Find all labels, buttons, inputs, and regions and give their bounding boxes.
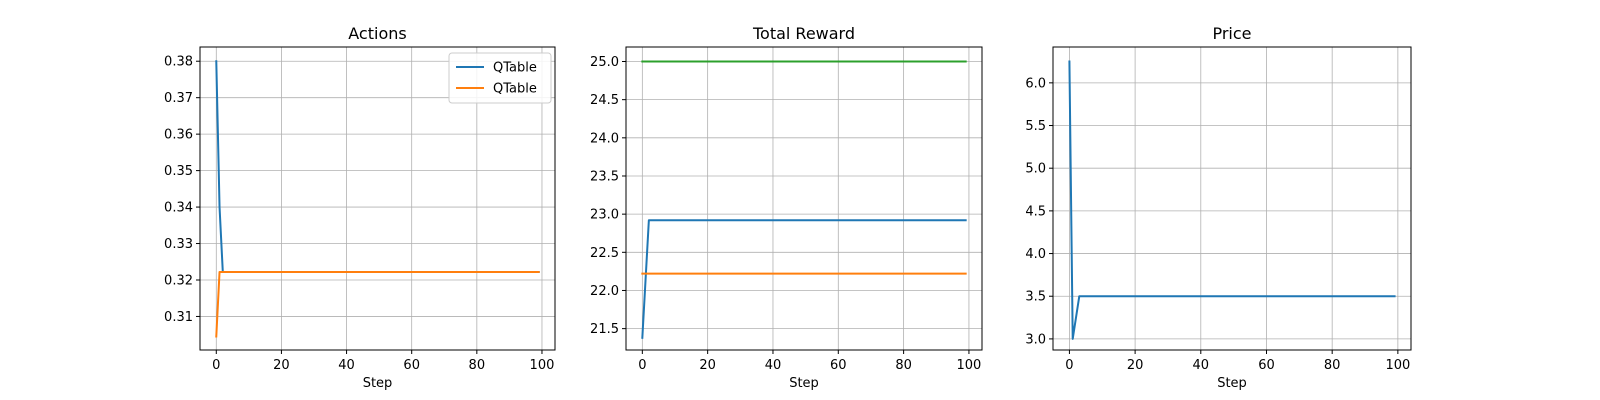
- y-tick-label: 0.31: [164, 310, 193, 325]
- x-axis-label: Step: [363, 376, 393, 391]
- y-tick-label: 0.37: [164, 91, 193, 106]
- y-tick-label: 0.35: [164, 164, 193, 179]
- y-tick-label: 24.0: [590, 131, 619, 146]
- y-tick-label: 22.5: [590, 246, 619, 261]
- axes-frame: [1052, 46, 1412, 351]
- x-tick-label: 80: [469, 358, 486, 373]
- y-tick-label: 25.0: [590, 55, 619, 70]
- x-tick-label: 40: [1193, 358, 1210, 373]
- x-tick-label: 80: [1324, 358, 1341, 373]
- chart-title: Price: [1212, 24, 1251, 43]
- y-tick-label: 4.5: [1025, 204, 1046, 219]
- y-tick-label: 24.5: [590, 93, 619, 108]
- y-tick-label: 5.5: [1025, 119, 1046, 134]
- series-line-1: [1068, 60, 1396, 340]
- x-tick-label: 40: [338, 358, 355, 373]
- y-tick-label: 6.0: [1025, 76, 1046, 91]
- y-tick-label: 0.38: [164, 55, 193, 70]
- x-tick-label: 80: [895, 358, 912, 373]
- chart-title: Actions: [348, 24, 406, 43]
- x-axis-label: Step: [789, 376, 819, 391]
- x-tick-label: 100: [530, 358, 555, 373]
- series-line-2: [215, 270, 540, 338]
- y-tick-label: 0.32: [164, 273, 193, 288]
- chart-title: Total Reward: [752, 24, 855, 43]
- y-tick-label: 0.34: [164, 201, 193, 216]
- legend: QTable QTable: [448, 52, 552, 104]
- subplot-3: 0 20 40 60 80 100 3.0 3.5 4.0 4.5 5.0 5.5 6.0 Price St…: [1025, 24, 1412, 391]
- x-tick-label: 0: [638, 358, 646, 373]
- x-tick-label: 100: [957, 358, 982, 373]
- x-tick-label: 20: [1127, 358, 1144, 373]
- x-tick-label: 40: [765, 358, 782, 373]
- x-tick-label: 100: [1385, 358, 1410, 373]
- y-tick-label: 3.0: [1025, 332, 1046, 347]
- y-tick-label: 23.5: [590, 169, 619, 184]
- y-tick-label: 0.36: [164, 128, 193, 143]
- y-tick-label: 4.0: [1025, 247, 1046, 262]
- x-tick-label: 0: [1065, 358, 1073, 373]
- series-line-1: [641, 219, 967, 339]
- x-tick-label: 20: [273, 358, 290, 373]
- subplot-1: 0 20 40 60 80 100 0.31 0.32 0.33 0.34 0.35 0.36 0.37…: [164, 24, 556, 391]
- axes-frame: [199, 46, 556, 351]
- y-tick-label: 0.33: [164, 237, 193, 252]
- x-tick-label: 0: [212, 358, 220, 373]
- y-tick-label: 23.0: [590, 208, 619, 223]
- x-tick-label: 60: [1258, 358, 1275, 373]
- legend-box: [448, 52, 552, 104]
- x-tick-label: 60: [830, 358, 847, 373]
- subplot-2: 0 20 40 60 80 100 21.5 22.0 22.5 23.0 23.5 24.0 24.5…: [590, 24, 983, 391]
- y-tick-label: 3.5: [1025, 290, 1046, 305]
- y-tick-label: 21.5: [590, 322, 619, 337]
- legend-label-2: QTable: [493, 82, 537, 97]
- legend-label-1: QTable: [493, 61, 537, 76]
- x-tick-label: 60: [403, 358, 420, 373]
- x-axis-label: Step: [1217, 376, 1247, 391]
- axes-frame: [625, 46, 983, 351]
- y-tick-label: 22.0: [590, 284, 619, 299]
- y-tick-label: 5.0: [1025, 162, 1046, 177]
- x-tick-label: 20: [699, 358, 716, 373]
